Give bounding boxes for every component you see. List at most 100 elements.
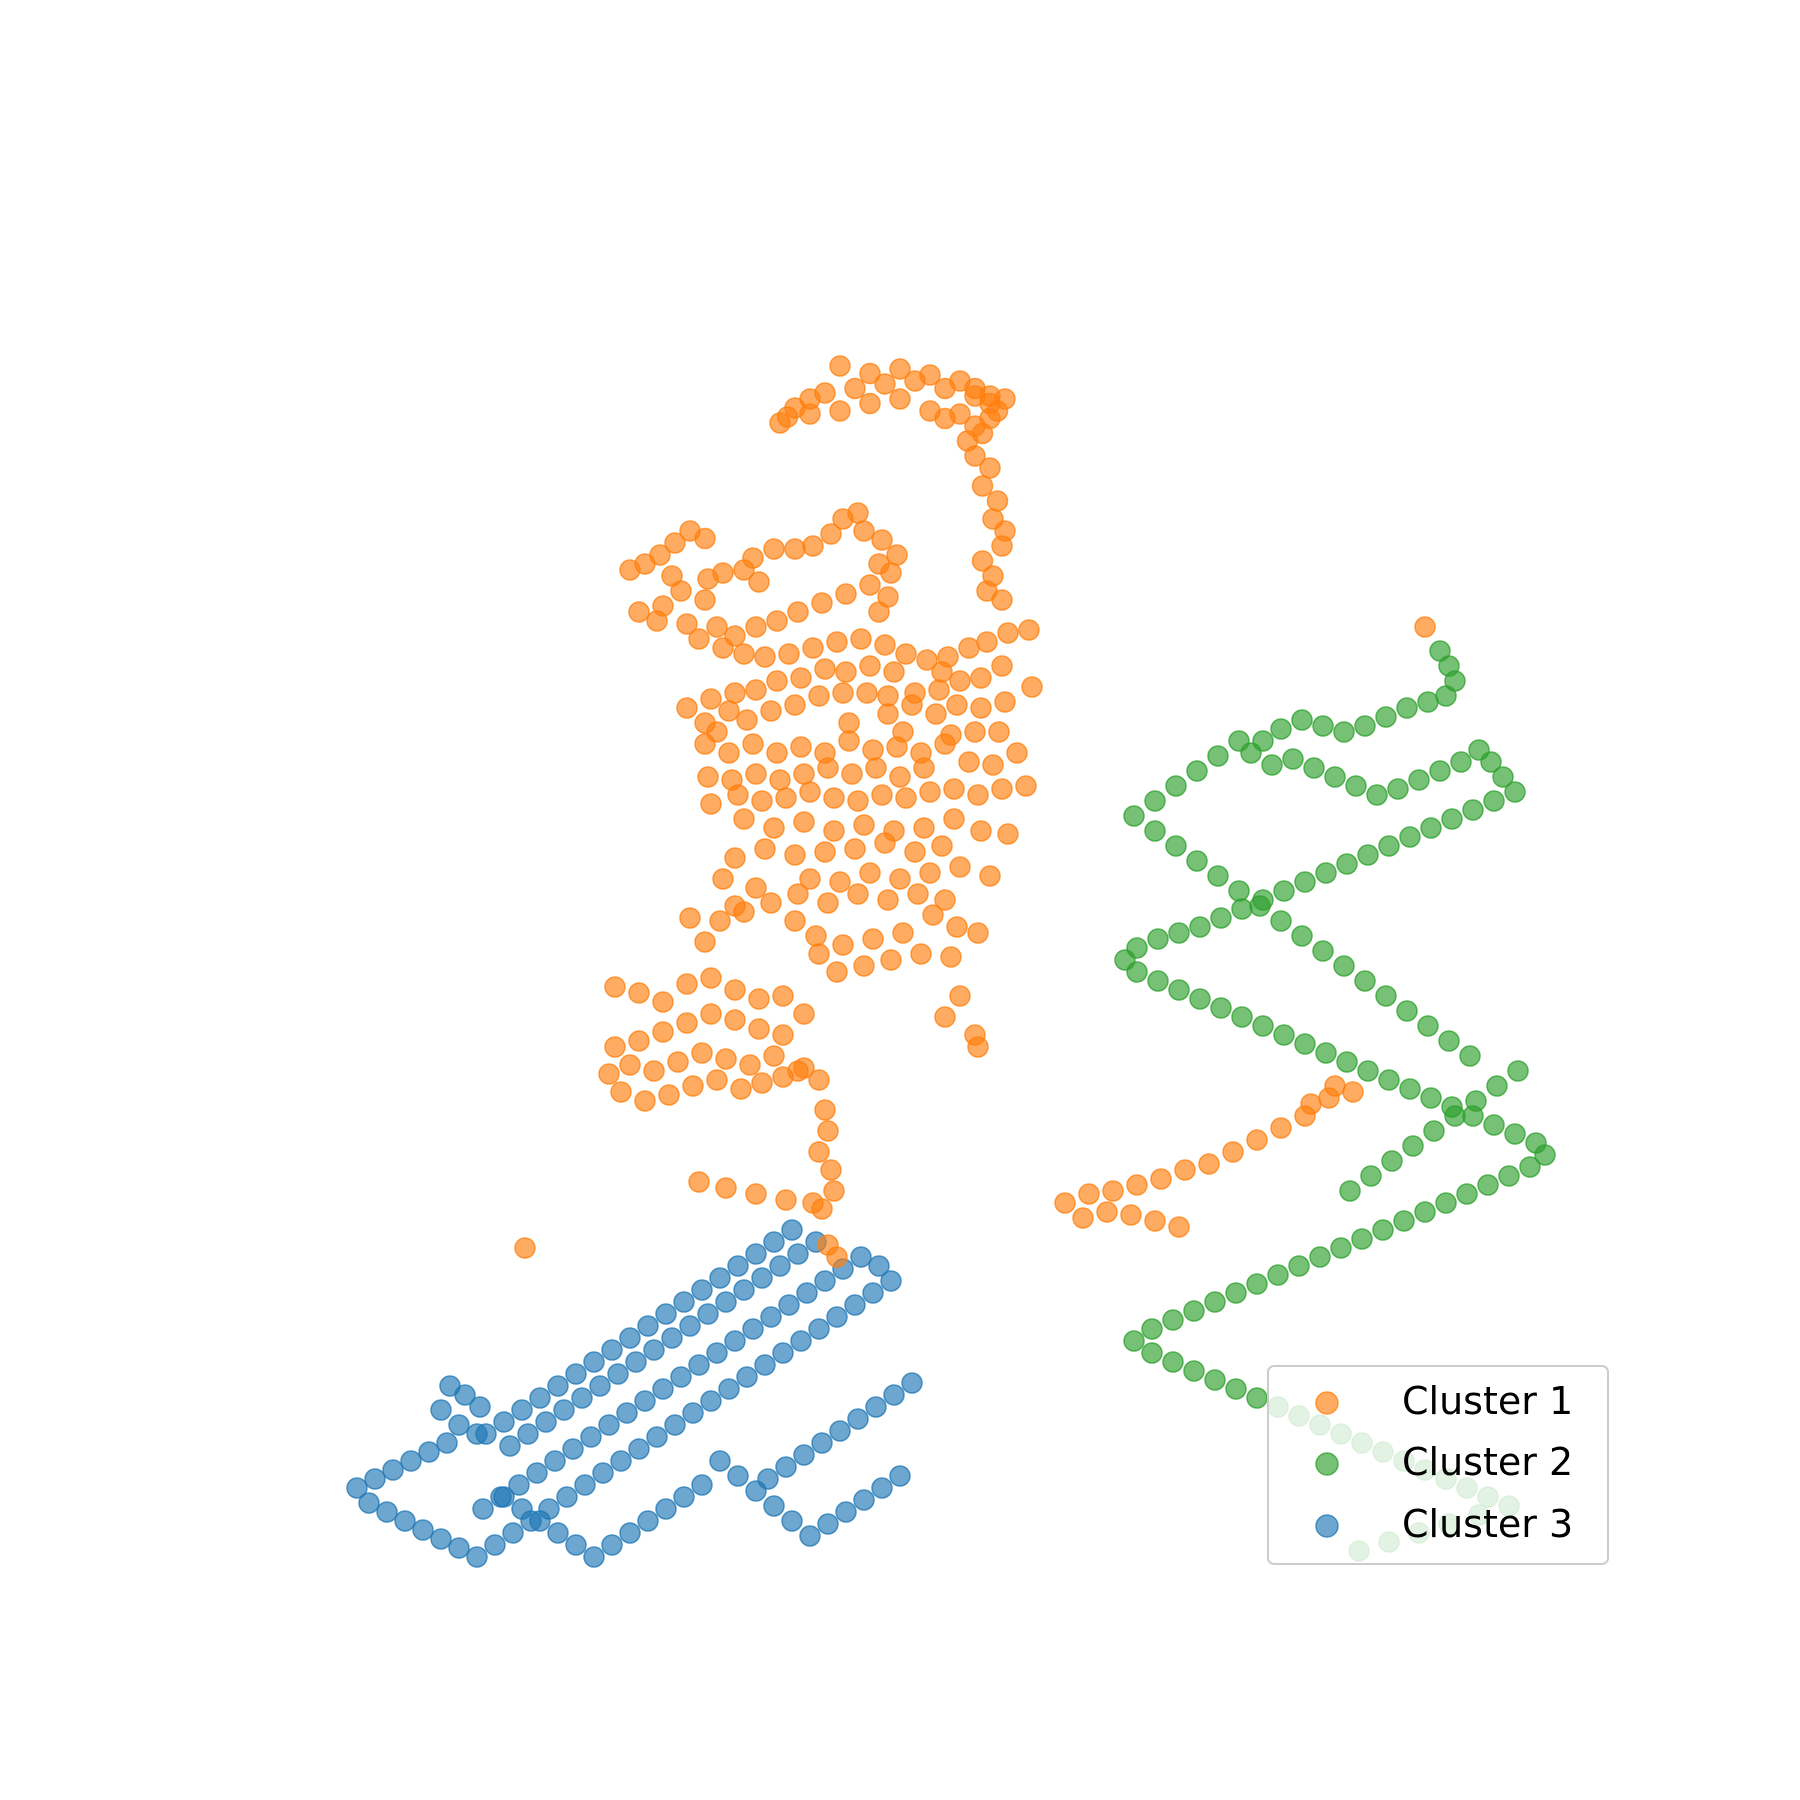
scatter-point (751, 1072, 773, 1094)
scatter-point (700, 1003, 722, 1025)
scatter-point (796, 1282, 818, 1304)
scatter-point (763, 1045, 785, 1067)
scatter-point (1351, 1228, 1373, 1250)
scatter-point (841, 763, 863, 785)
scatter-point (958, 637, 980, 659)
scatter-point (724, 979, 746, 1001)
scatter-point (724, 1009, 746, 1031)
scatter-point (1312, 940, 1334, 962)
scatter-point (850, 1246, 872, 1268)
scatter-point (847, 883, 869, 905)
scatter-point (844, 838, 866, 860)
scatter-point (571, 1387, 593, 1409)
scatter-point (880, 949, 902, 971)
scatter-point (598, 1063, 620, 1085)
scatter-point (904, 370, 926, 392)
scatter-point (709, 1450, 731, 1472)
scatter-point (910, 943, 932, 965)
scatter-point (628, 1438, 650, 1460)
scatter-point (733, 1279, 755, 1301)
scatter-point (865, 757, 887, 779)
scatter-point (868, 601, 890, 623)
scatter-point (829, 400, 851, 422)
scatter-point (986, 490, 1009, 512)
scatter-point (1189, 988, 1211, 1010)
scatter-point (853, 814, 875, 836)
scatter-point (793, 1444, 815, 1466)
scatter-point (877, 685, 899, 707)
scatter-point (832, 508, 854, 530)
scatter-point (1366, 784, 1388, 806)
scatter-point (1144, 820, 1166, 842)
scatter-point (1396, 1000, 1418, 1022)
scatter-point (454, 1384, 476, 1406)
scatter-point (769, 769, 791, 791)
scatter-point (991, 589, 1013, 611)
scatter-point (694, 733, 716, 755)
scatter-point (1420, 1087, 1442, 1109)
scatter-point (1357, 844, 1379, 866)
scatter-point (553, 1399, 575, 1421)
scatter-point (394, 1510, 416, 1532)
scatter-point (670, 580, 692, 602)
scatter-point (793, 811, 815, 833)
scatter-point (604, 1036, 626, 1058)
legend-marker-cluster-1 (1315, 1391, 1339, 1415)
scatter-point (1324, 1075, 1346, 1097)
scatter-point (1354, 715, 1376, 737)
scatter-point (709, 1267, 731, 1289)
scatter-point (823, 1180, 845, 1202)
scatter-point (967, 784, 989, 806)
scatter-point (847, 790, 869, 812)
scatter-point (979, 457, 1001, 479)
scatter-point (889, 868, 911, 890)
scatter-point (1291, 709, 1313, 731)
scatter-point (1096, 1201, 1118, 1223)
scatter-point (646, 610, 668, 632)
scatter-point (745, 679, 767, 701)
scatter-point (556, 1486, 578, 1508)
scatter-point (664, 532, 686, 554)
scatter-point (1420, 817, 1442, 839)
scatter-point (1141, 1342, 1163, 1364)
scatter-point (1225, 1378, 1247, 1400)
scatter-point (784, 694, 806, 716)
scatter-point (706, 1069, 728, 1091)
legend-entry-2: Cluster 2 (1315, 1440, 1573, 1484)
scatter-point (1270, 718, 1292, 740)
scatter-point (997, 823, 1019, 845)
scatter-point (436, 1432, 458, 1454)
scatter-point (715, 1048, 737, 1070)
scatter-point (811, 1432, 833, 1454)
scatter-point (1354, 970, 1376, 992)
scatter-point (754, 838, 776, 860)
scatter-point (1126, 1174, 1148, 1196)
scatter-point (931, 661, 953, 683)
scatter-point (652, 991, 674, 1013)
scatter-point (817, 892, 839, 914)
scatter-point (1438, 1030, 1460, 1052)
scatter-point (724, 1330, 746, 1352)
scatter-point (679, 907, 701, 929)
scatter-point (610, 1450, 632, 1472)
scatter-point (1477, 1174, 1499, 1196)
scatter-point (616, 1402, 638, 1424)
scatter-point (760, 892, 782, 914)
scatter-point (1189, 916, 1211, 938)
scatter-point (787, 1243, 809, 1265)
scatter-point (676, 1012, 698, 1034)
scatter-point (1417, 1015, 1439, 1037)
scatter-point (745, 877, 767, 899)
scatter-point (1333, 955, 1355, 977)
scatter-point (565, 1363, 587, 1385)
scatter-point (808, 1069, 830, 1091)
scatter-point (1309, 1246, 1331, 1268)
scatter-point (1375, 706, 1397, 728)
scatter-point (757, 1468, 779, 1490)
scatter-point (778, 1294, 800, 1316)
scatter-point (1312, 715, 1334, 737)
scatter-point (634, 1390, 656, 1412)
scatter-point (739, 1054, 761, 1076)
scatter-point (1231, 898, 1253, 920)
scatter-point (781, 1219, 803, 1241)
